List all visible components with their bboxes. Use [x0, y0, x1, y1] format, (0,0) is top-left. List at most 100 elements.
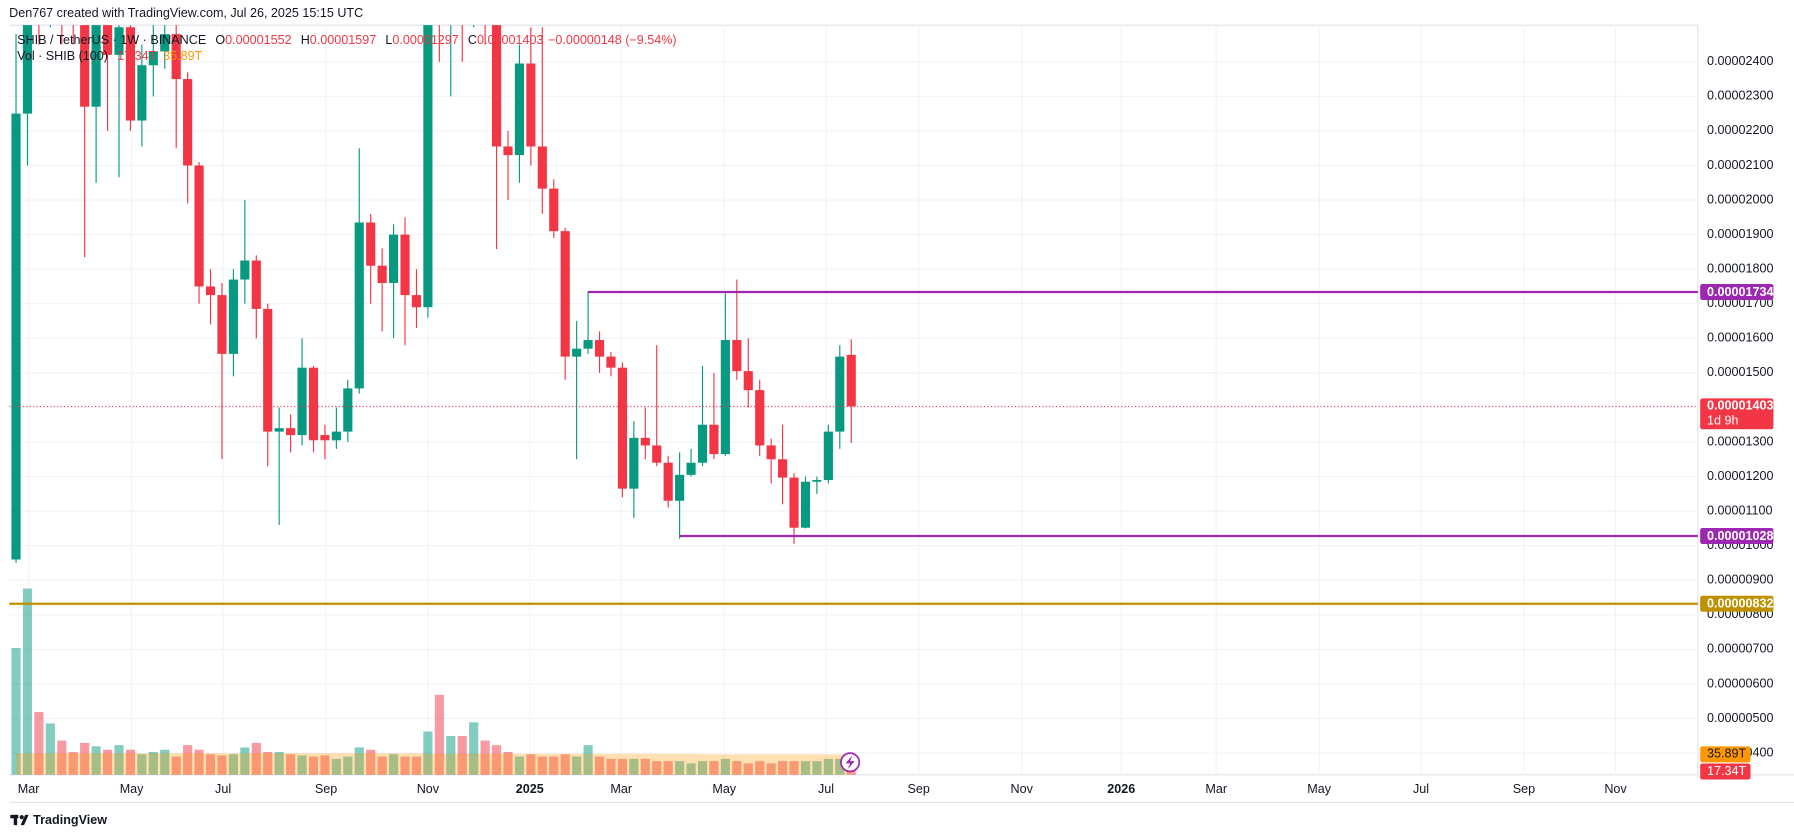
candle-body: [11, 113, 21, 560]
volume-bar: [217, 755, 227, 775]
volume-bar: [572, 756, 582, 775]
volume-bar: [434, 694, 444, 775]
volume-bar: [308, 756, 319, 775]
y-tick-label: 0.00001300: [1707, 434, 1773, 448]
candle-body: [583, 340, 593, 349]
volume-bar: [732, 761, 742, 775]
brand: TradingView: [33, 813, 107, 827]
legend-line: SHIB / TetherUS · 1W · BINANCE O0.0000155…: [17, 33, 676, 47]
candle-body: [617, 367, 627, 489]
candle-body: [240, 260, 250, 280]
y-tick-label: 0.00002000: [1707, 192, 1773, 206]
candle-body: [331, 431, 341, 441]
candle-body: [160, 34, 170, 52]
level-label-box: [1700, 528, 1774, 545]
brand-logo: [10, 814, 29, 826]
candle-body: [423, 25, 433, 308]
last-price-box: [1700, 398, 1774, 430]
volume-bar: [125, 749, 136, 775]
volume-bar: [411, 756, 422, 775]
candle-body: [343, 388, 353, 432]
ohlc-prefix: C: [468, 33, 477, 47]
level-label: 0.00001734: [1707, 285, 1773, 299]
candle-body: [709, 424, 719, 455]
candle-body: [274, 428, 284, 432]
x-tick-label: Jul: [215, 782, 231, 796]
credit: Den767 created with TradingView.com, Jul…: [9, 6, 363, 20]
candle-body: [263, 308, 273, 432]
x-tick-label: Sep: [908, 782, 930, 796]
ohlc-value: 0.00001552: [225, 33, 291, 47]
candle-body: [80, 25, 90, 107]
volume-bar: [91, 746, 101, 775]
volume-bar: [22, 588, 33, 775]
candle-body: [217, 295, 227, 354]
volume-bar: [228, 754, 238, 775]
volume-bar: [297, 755, 307, 775]
candle-body: [514, 63, 525, 156]
volume-bar: [320, 755, 330, 775]
volume-label: 17.34T: [1707, 764, 1746, 778]
volume-bar: [446, 736, 456, 775]
x-tick-label: Jul: [1413, 782, 1429, 796]
candle-body: [720, 340, 730, 455]
volume-box: [1700, 763, 1751, 780]
volume-bar: [183, 745, 193, 775]
volume-bar: [686, 763, 696, 775]
volume-bar: [835, 758, 845, 775]
volume-bar: [137, 754, 147, 775]
symbol: SHIB / TetherUS · 1W · BINANCE: [17, 33, 206, 47]
y-tick-label: 0.00001100: [1707, 503, 1772, 517]
volume-bar: [675, 761, 685, 775]
candle-body: [526, 63, 536, 147]
legend: SHIB / TetherUS · 1W · BINANCE O0.0000155…: [17, 33, 676, 63]
volume-bar: [160, 749, 170, 775]
y-tick-label: 0.00001900: [1707, 227, 1773, 241]
volume-bar: [800, 761, 811, 775]
candle-body: [137, 65, 147, 121]
candle-body: [148, 51, 158, 66]
volume-bar: [423, 731, 433, 775]
y-tick-label: 0.00001600: [1707, 331, 1773, 345]
volume-bar: [720, 758, 730, 775]
volume-bar: [240, 747, 250, 775]
candle-body: [823, 431, 833, 481]
candle-body: [697, 424, 708, 463]
candle-body: [308, 367, 319, 441]
volume-bar: [789, 761, 799, 775]
volume-bar: [652, 761, 662, 775]
candle-body: [400, 234, 410, 296]
volume-bar: [640, 758, 650, 775]
y-tick-label: 0.00002100: [1707, 158, 1773, 172]
candle-body: [606, 356, 616, 368]
volume-bar: [400, 756, 410, 775]
x-tick-label: Nov: [1011, 782, 1034, 796]
volume-bar: [194, 749, 204, 775]
volume-bar: [778, 761, 788, 775]
candle-body: [743, 371, 753, 391]
candle-body: [22, 25, 33, 114]
volume-bar: [114, 745, 124, 775]
y-tick-label: 0.00001500: [1707, 365, 1773, 379]
y-tick-label: 0.00001800: [1707, 262, 1773, 276]
x-tick-label: Mar: [1205, 782, 1227, 796]
volume-bar: [34, 712, 44, 775]
candle-body: [102, 25, 113, 55]
x-tick-label: 2025: [516, 782, 544, 796]
candle-body: [389, 234, 399, 283]
candle-body: [114, 27, 124, 55]
volume-bar: [663, 761, 673, 775]
y-tick-label: 0.00000600: [1707, 676, 1773, 690]
volume-bar: [377, 756, 387, 775]
volume-bar: [251, 742, 261, 775]
volume-bar: [503, 752, 513, 775]
x-tick-label: Mar: [18, 782, 40, 796]
volume-bar: [11, 648, 21, 775]
volume-bar: [537, 756, 547, 775]
volume-bar: [80, 742, 90, 775]
candle-body: [572, 348, 582, 357]
volume-bar: [263, 752, 273, 775]
volume-ma-area: [16, 753, 852, 775]
level-label: 0.00001028: [1707, 529, 1773, 543]
